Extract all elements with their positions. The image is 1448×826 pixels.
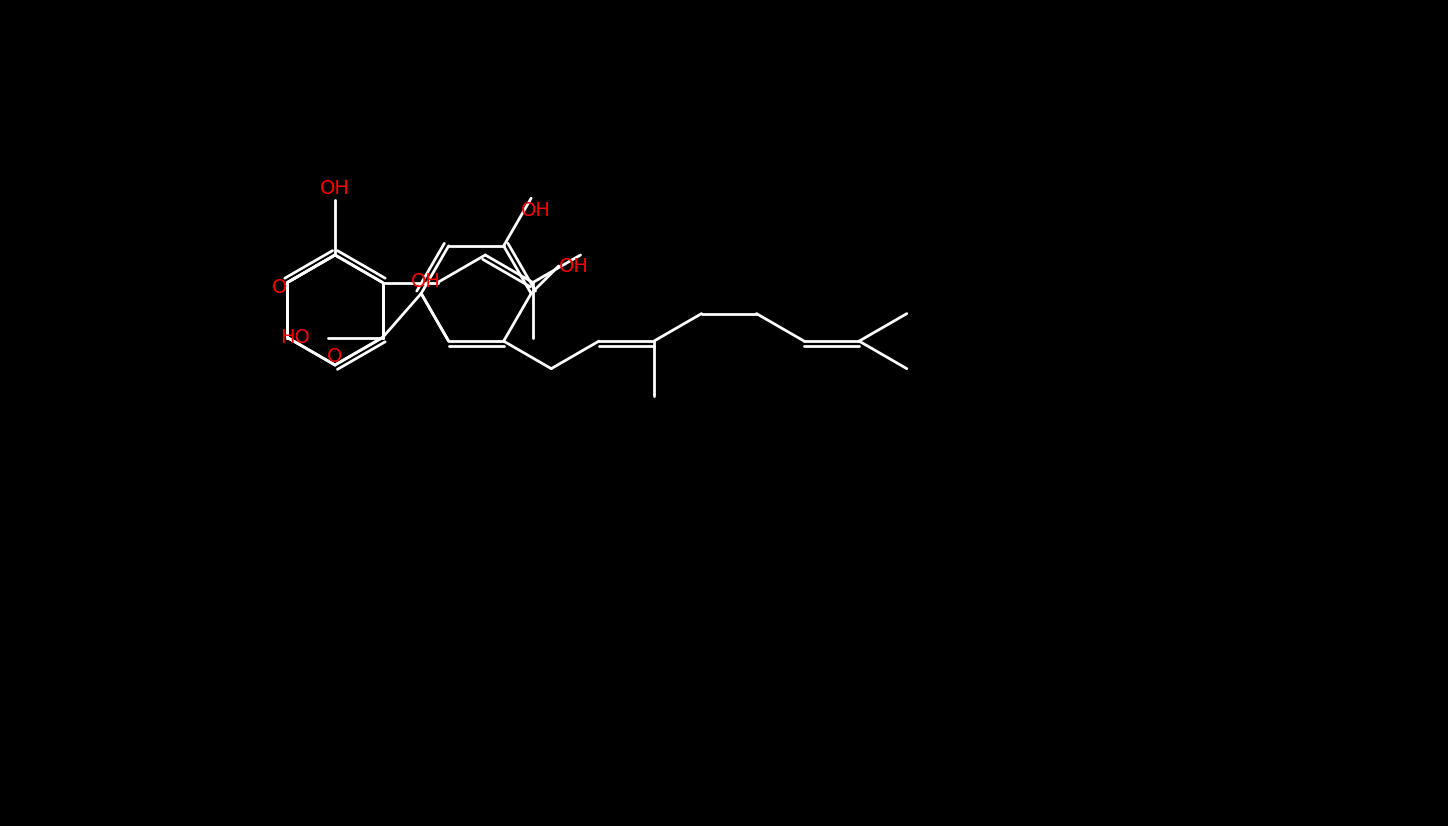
Text: OH: OH xyxy=(411,272,442,291)
Text: O: O xyxy=(327,348,343,367)
Text: OH: OH xyxy=(521,201,552,220)
Text: OH: OH xyxy=(320,178,350,197)
Text: O: O xyxy=(272,278,287,297)
Text: OH: OH xyxy=(559,257,588,276)
Text: HO: HO xyxy=(279,328,310,347)
